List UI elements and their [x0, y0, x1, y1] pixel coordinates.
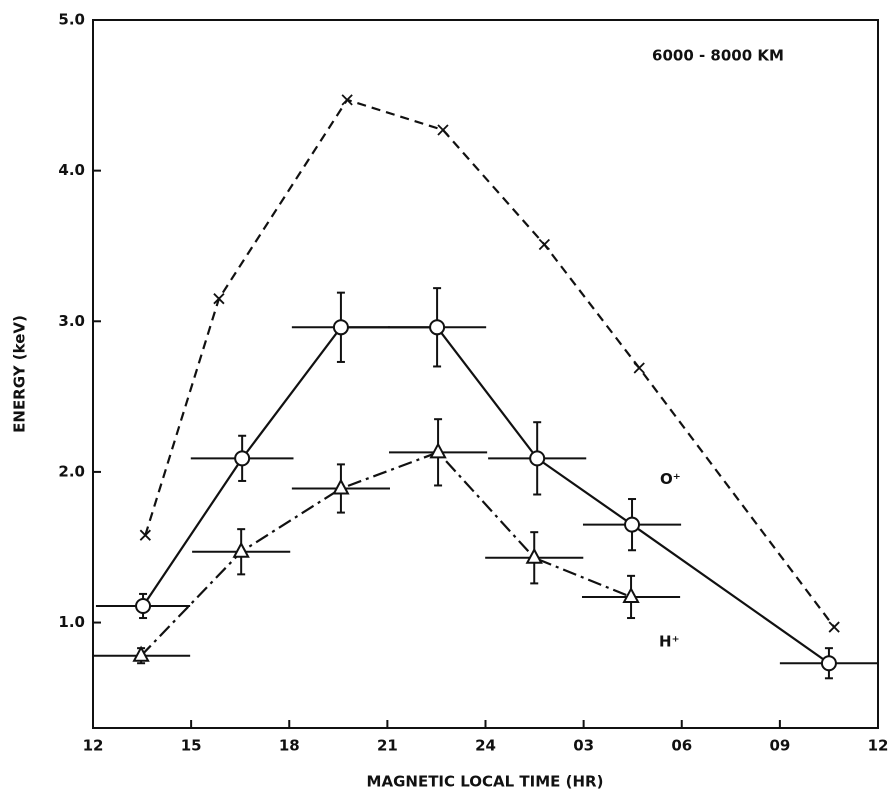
marker	[135, 597, 152, 614]
x-tick-label: 24	[475, 737, 496, 755]
marker	[132, 645, 150, 662]
series-line	[140, 451, 632, 657]
annotation: 6000 - 8000 KM	[652, 47, 784, 65]
marker	[234, 450, 251, 467]
x-axis-title: MAGNETIC LOCAL TIME (HR)	[367, 773, 604, 791]
marker	[429, 442, 447, 459]
y-tick-label: 4.0	[58, 161, 85, 179]
y-axis-title: ENERGY (keV)	[11, 315, 29, 433]
x-tick-label: 18	[279, 737, 300, 755]
x-tick-label: 12	[83, 737, 104, 755]
marker	[633, 362, 645, 374]
marker	[139, 529, 151, 541]
y-tick-label: 1.0	[58, 613, 85, 631]
series-line	[142, 326, 830, 665]
marker	[213, 293, 225, 305]
series-label: O⁺	[660, 470, 681, 488]
marker	[332, 319, 349, 336]
marker	[538, 238, 551, 251]
marker	[828, 621, 840, 633]
marker	[622, 586, 640, 603]
y-tick-label: 2.0	[58, 462, 85, 480]
marker	[437, 124, 449, 136]
marker	[429, 319, 446, 336]
x-tick-label: 21	[377, 737, 398, 755]
y-tick-label: 3.0	[58, 312, 85, 330]
x-tick-label: 03	[573, 737, 594, 755]
x-tick-label: 12	[868, 737, 889, 755]
marker	[529, 450, 546, 467]
x-tick-label: 09	[769, 737, 790, 755]
marker	[341, 94, 353, 106]
y-tick-label: 5.0	[58, 11, 85, 29]
marker	[820, 655, 837, 672]
series-line	[144, 98, 836, 628]
marker	[624, 516, 641, 533]
series-label: H⁺	[659, 632, 679, 650]
x-tick-label: 06	[671, 737, 692, 755]
x-tick-label: 15	[181, 737, 202, 755]
marker	[525, 547, 543, 564]
marker	[332, 478, 350, 495]
marker	[232, 541, 250, 558]
plot-frame	[92, 19, 879, 729]
